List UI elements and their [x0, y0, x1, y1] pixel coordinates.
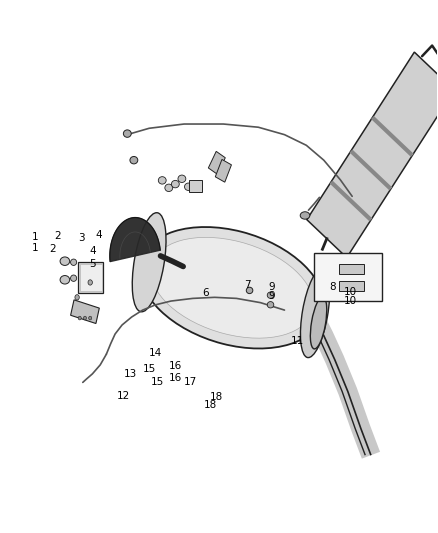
Text: 10: 10	[343, 287, 357, 297]
Text: 2: 2	[49, 244, 56, 254]
Ellipse shape	[75, 295, 79, 300]
Ellipse shape	[60, 276, 70, 284]
Text: 2: 2	[54, 231, 61, 241]
Text: 17: 17	[184, 377, 197, 387]
Ellipse shape	[311, 297, 327, 349]
Polygon shape	[339, 281, 364, 292]
Ellipse shape	[71, 275, 77, 281]
Text: 18: 18	[209, 392, 223, 402]
Ellipse shape	[267, 302, 274, 308]
Polygon shape	[208, 151, 225, 174]
Polygon shape	[110, 217, 160, 262]
Ellipse shape	[171, 180, 179, 188]
Text: 9: 9	[268, 290, 275, 301]
Bar	[80, 264, 102, 291]
Ellipse shape	[132, 213, 166, 312]
Text: 12: 12	[117, 391, 131, 401]
Bar	[78, 262, 103, 293]
Ellipse shape	[71, 259, 77, 265]
Text: 15: 15	[151, 377, 165, 387]
Text: 3: 3	[78, 233, 85, 244]
Ellipse shape	[83, 316, 86, 320]
Text: 6: 6	[203, 288, 209, 298]
Text: 11: 11	[291, 336, 304, 346]
Text: 5: 5	[89, 260, 95, 269]
Text: 16: 16	[169, 361, 182, 372]
Text: 13: 13	[124, 369, 138, 379]
Text: 15: 15	[142, 364, 156, 374]
Ellipse shape	[158, 176, 166, 184]
Text: 7: 7	[244, 280, 251, 290]
Text: 8: 8	[329, 282, 336, 292]
Ellipse shape	[300, 269, 330, 358]
Ellipse shape	[246, 287, 253, 294]
Text: 10: 10	[343, 295, 357, 305]
Text: 1: 1	[32, 232, 39, 243]
Ellipse shape	[78, 316, 81, 320]
Bar	[314, 253, 382, 301]
Text: 9: 9	[268, 282, 275, 292]
Ellipse shape	[300, 212, 310, 219]
Text: 4: 4	[95, 230, 102, 240]
Polygon shape	[71, 300, 99, 324]
Ellipse shape	[184, 183, 192, 190]
Ellipse shape	[88, 316, 92, 320]
Ellipse shape	[151, 237, 313, 338]
Ellipse shape	[88, 280, 92, 285]
Ellipse shape	[124, 130, 131, 138]
Ellipse shape	[60, 257, 70, 265]
Bar	[189, 180, 201, 192]
Polygon shape	[339, 264, 364, 274]
Text: 18: 18	[204, 400, 217, 410]
Ellipse shape	[178, 175, 186, 182]
Polygon shape	[307, 52, 438, 257]
Ellipse shape	[165, 184, 173, 191]
Polygon shape	[215, 159, 231, 182]
Ellipse shape	[130, 157, 138, 164]
Ellipse shape	[140, 227, 325, 349]
Text: 16: 16	[169, 373, 182, 383]
Text: 1: 1	[32, 243, 39, 253]
Ellipse shape	[267, 292, 274, 298]
Text: 14: 14	[149, 348, 162, 358]
Text: 4: 4	[89, 246, 95, 255]
